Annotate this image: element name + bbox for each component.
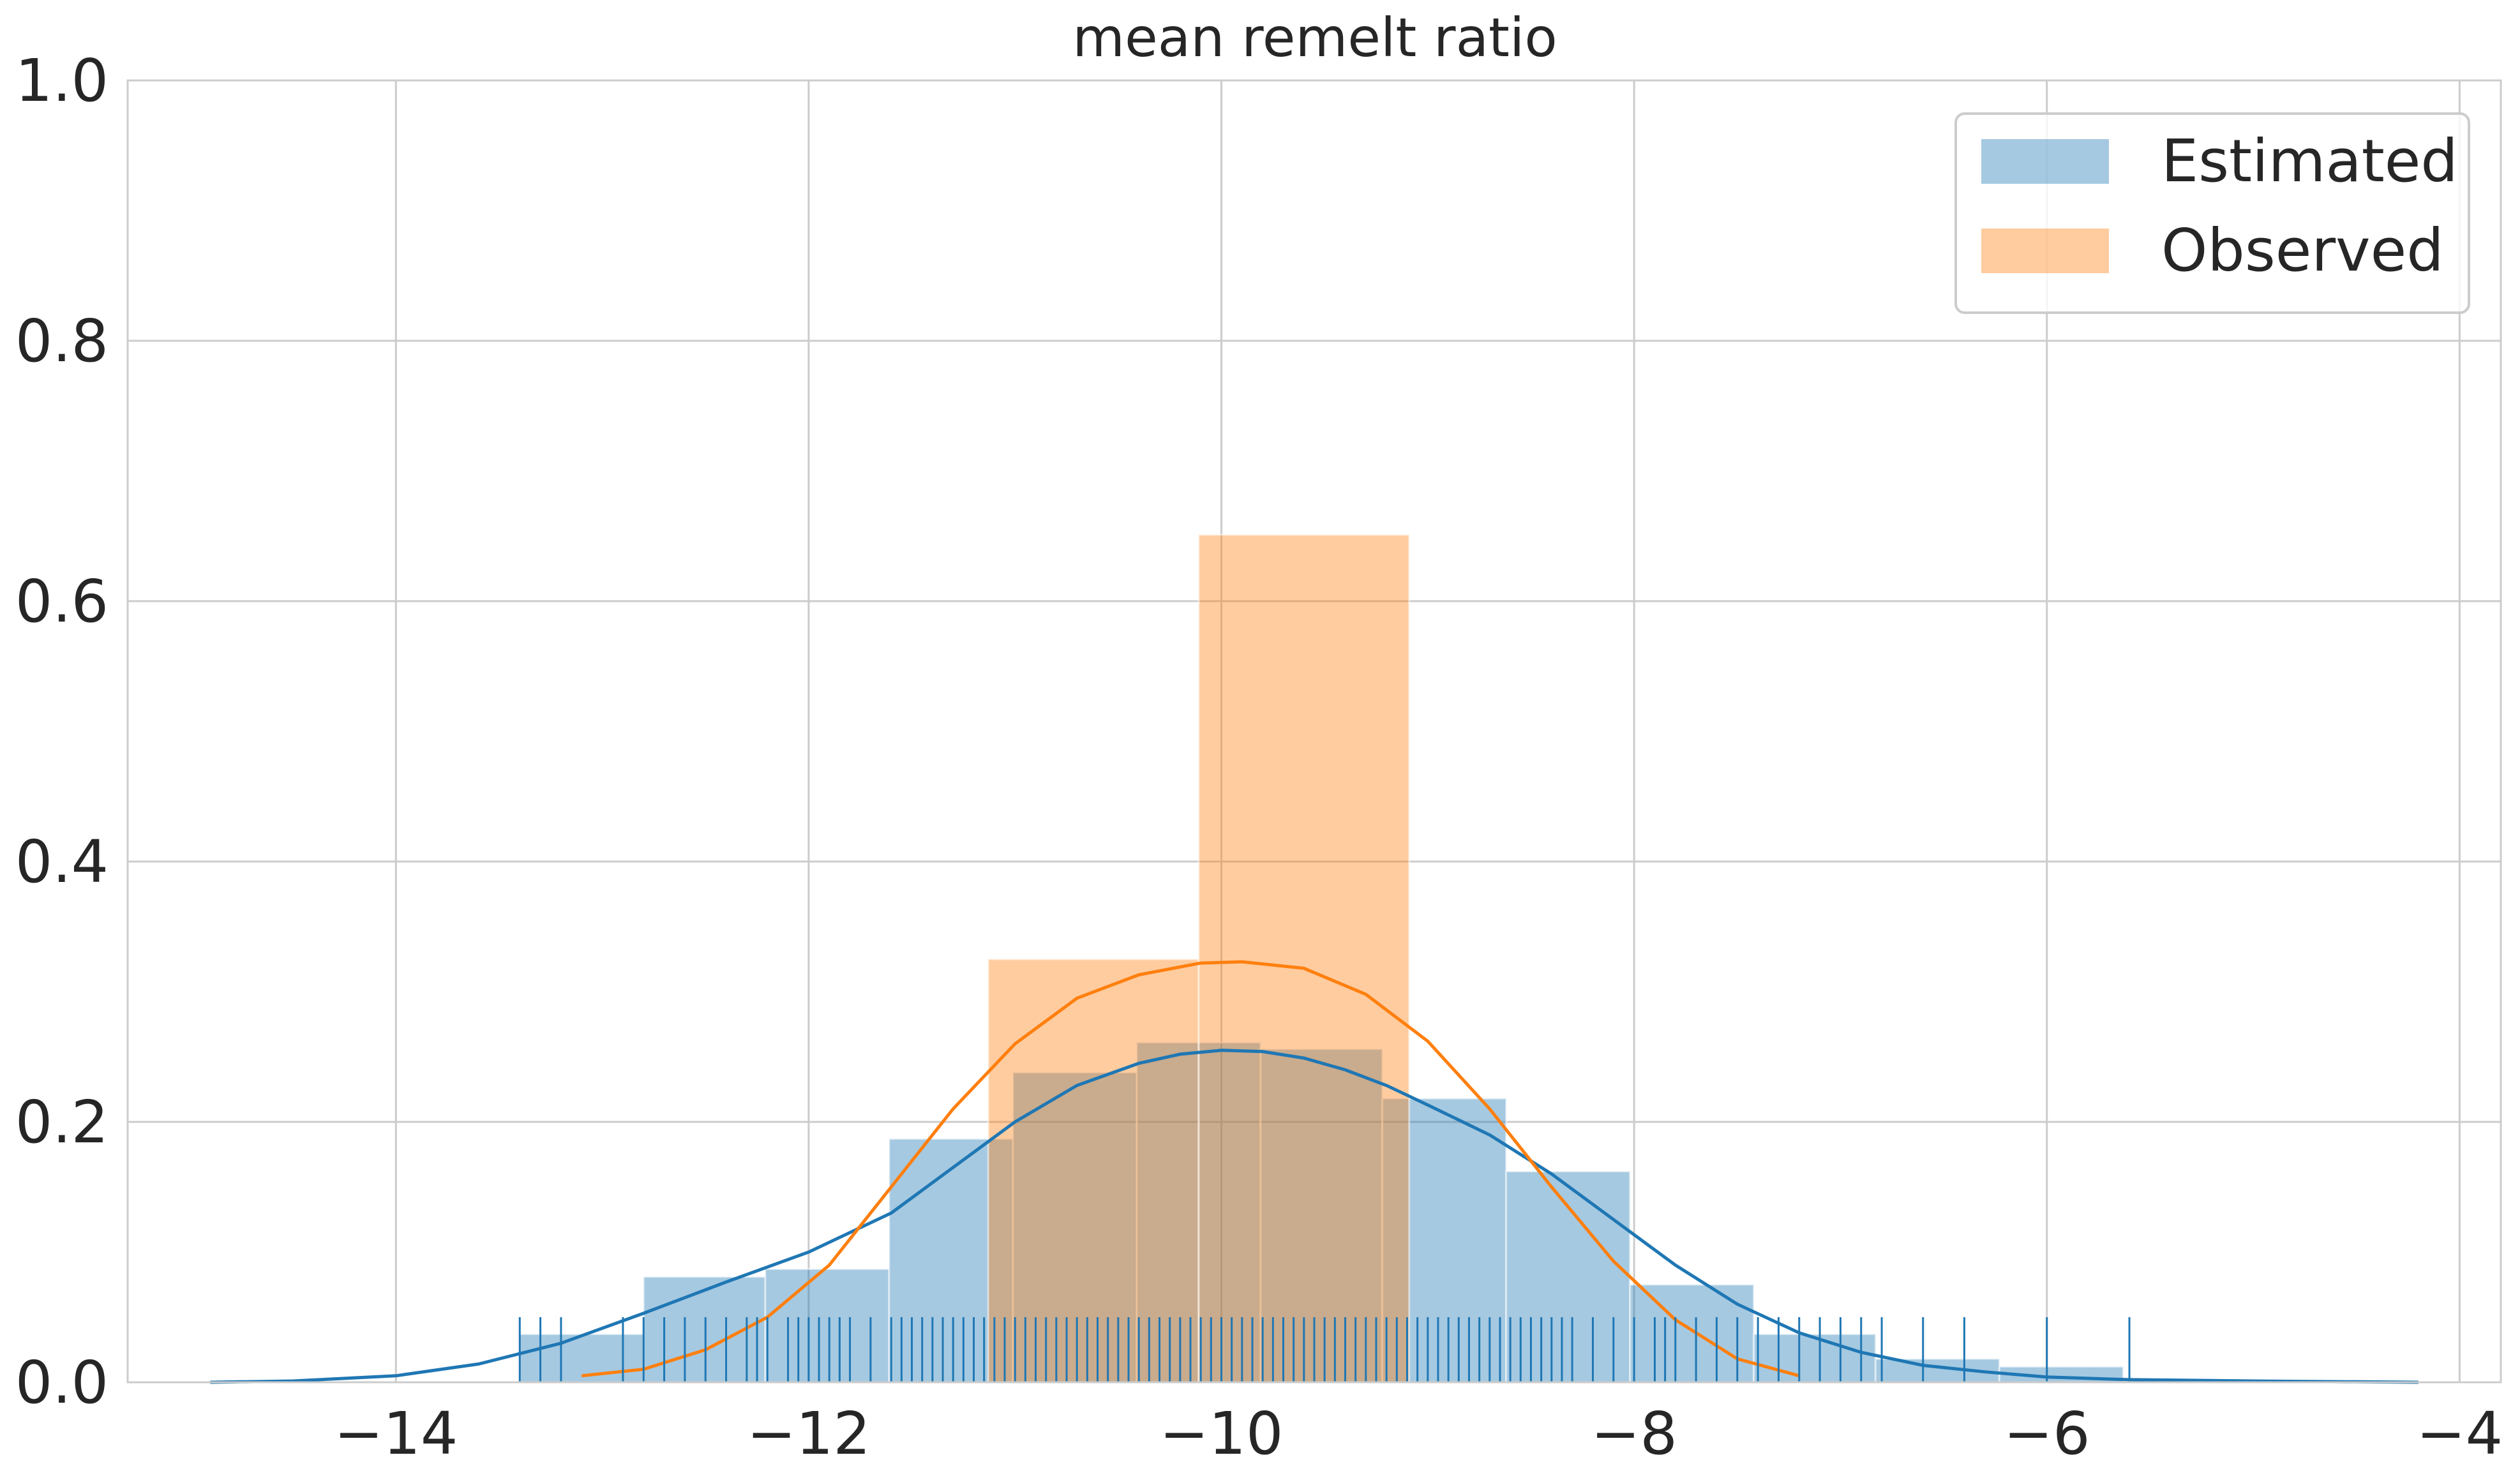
x-tick-label: −12	[747, 1400, 871, 1468]
estimated-bar	[1629, 1283, 1755, 1384]
y-tick-label: 0.8	[15, 307, 109, 375]
legend-frame	[1954, 112, 2470, 314]
x-tick-label: −10	[1159, 1400, 1283, 1468]
estimated-bar	[764, 1268, 890, 1384]
x-tick-label: −14	[334, 1400, 458, 1468]
plot-frame	[126, 79, 2502, 1384]
rug-marks	[518, 1317, 2131, 1382]
estimated-bar	[1753, 1333, 1877, 1384]
axes-frame	[126, 79, 2502, 1384]
estimated-bar	[1381, 1097, 1508, 1384]
chart-title: mean remelt ratio	[1072, 6, 1557, 69]
legend: Estimated Observed	[1954, 112, 2470, 314]
observed-bars	[987, 534, 1411, 1384]
x-tick-label: −6	[2004, 1400, 2090, 1468]
x-tick-label: −8	[1591, 1400, 1677, 1468]
observed-bar	[1197, 534, 1411, 1384]
estimated-bar	[1505, 1170, 1631, 1384]
observed-bar	[987, 958, 1200, 1384]
tick-labels: −14 −12 −10 −8 −6 −4 0.0 0.2 0.4 0.6 0.8 1.0	[15, 47, 2503, 1468]
y-tick-label: 0.0	[15, 1348, 109, 1417]
kde-curves	[210, 960, 2419, 1384]
legend-swatch-observed	[1981, 228, 2109, 273]
legend-label-estimated: Estimated	[2161, 127, 2458, 195]
legend-label-observed: Observed	[2161, 216, 2444, 285]
legend-swatch-estimated	[1981, 139, 2109, 184]
estimated-bar	[888, 1138, 1014, 1384]
observed-kde-line	[581, 960, 1800, 1378]
y-tick-label: 1.0	[15, 47, 109, 115]
y-tick-label: 0.2	[15, 1088, 109, 1156]
x-tick-label: −4	[2417, 1400, 2503, 1468]
y-tick-label: 0.4	[15, 828, 109, 896]
estimated-bar	[1259, 1048, 1384, 1384]
y-tick-label: 0.6	[15, 567, 109, 636]
estimated-kde-line	[210, 1049, 2419, 1384]
